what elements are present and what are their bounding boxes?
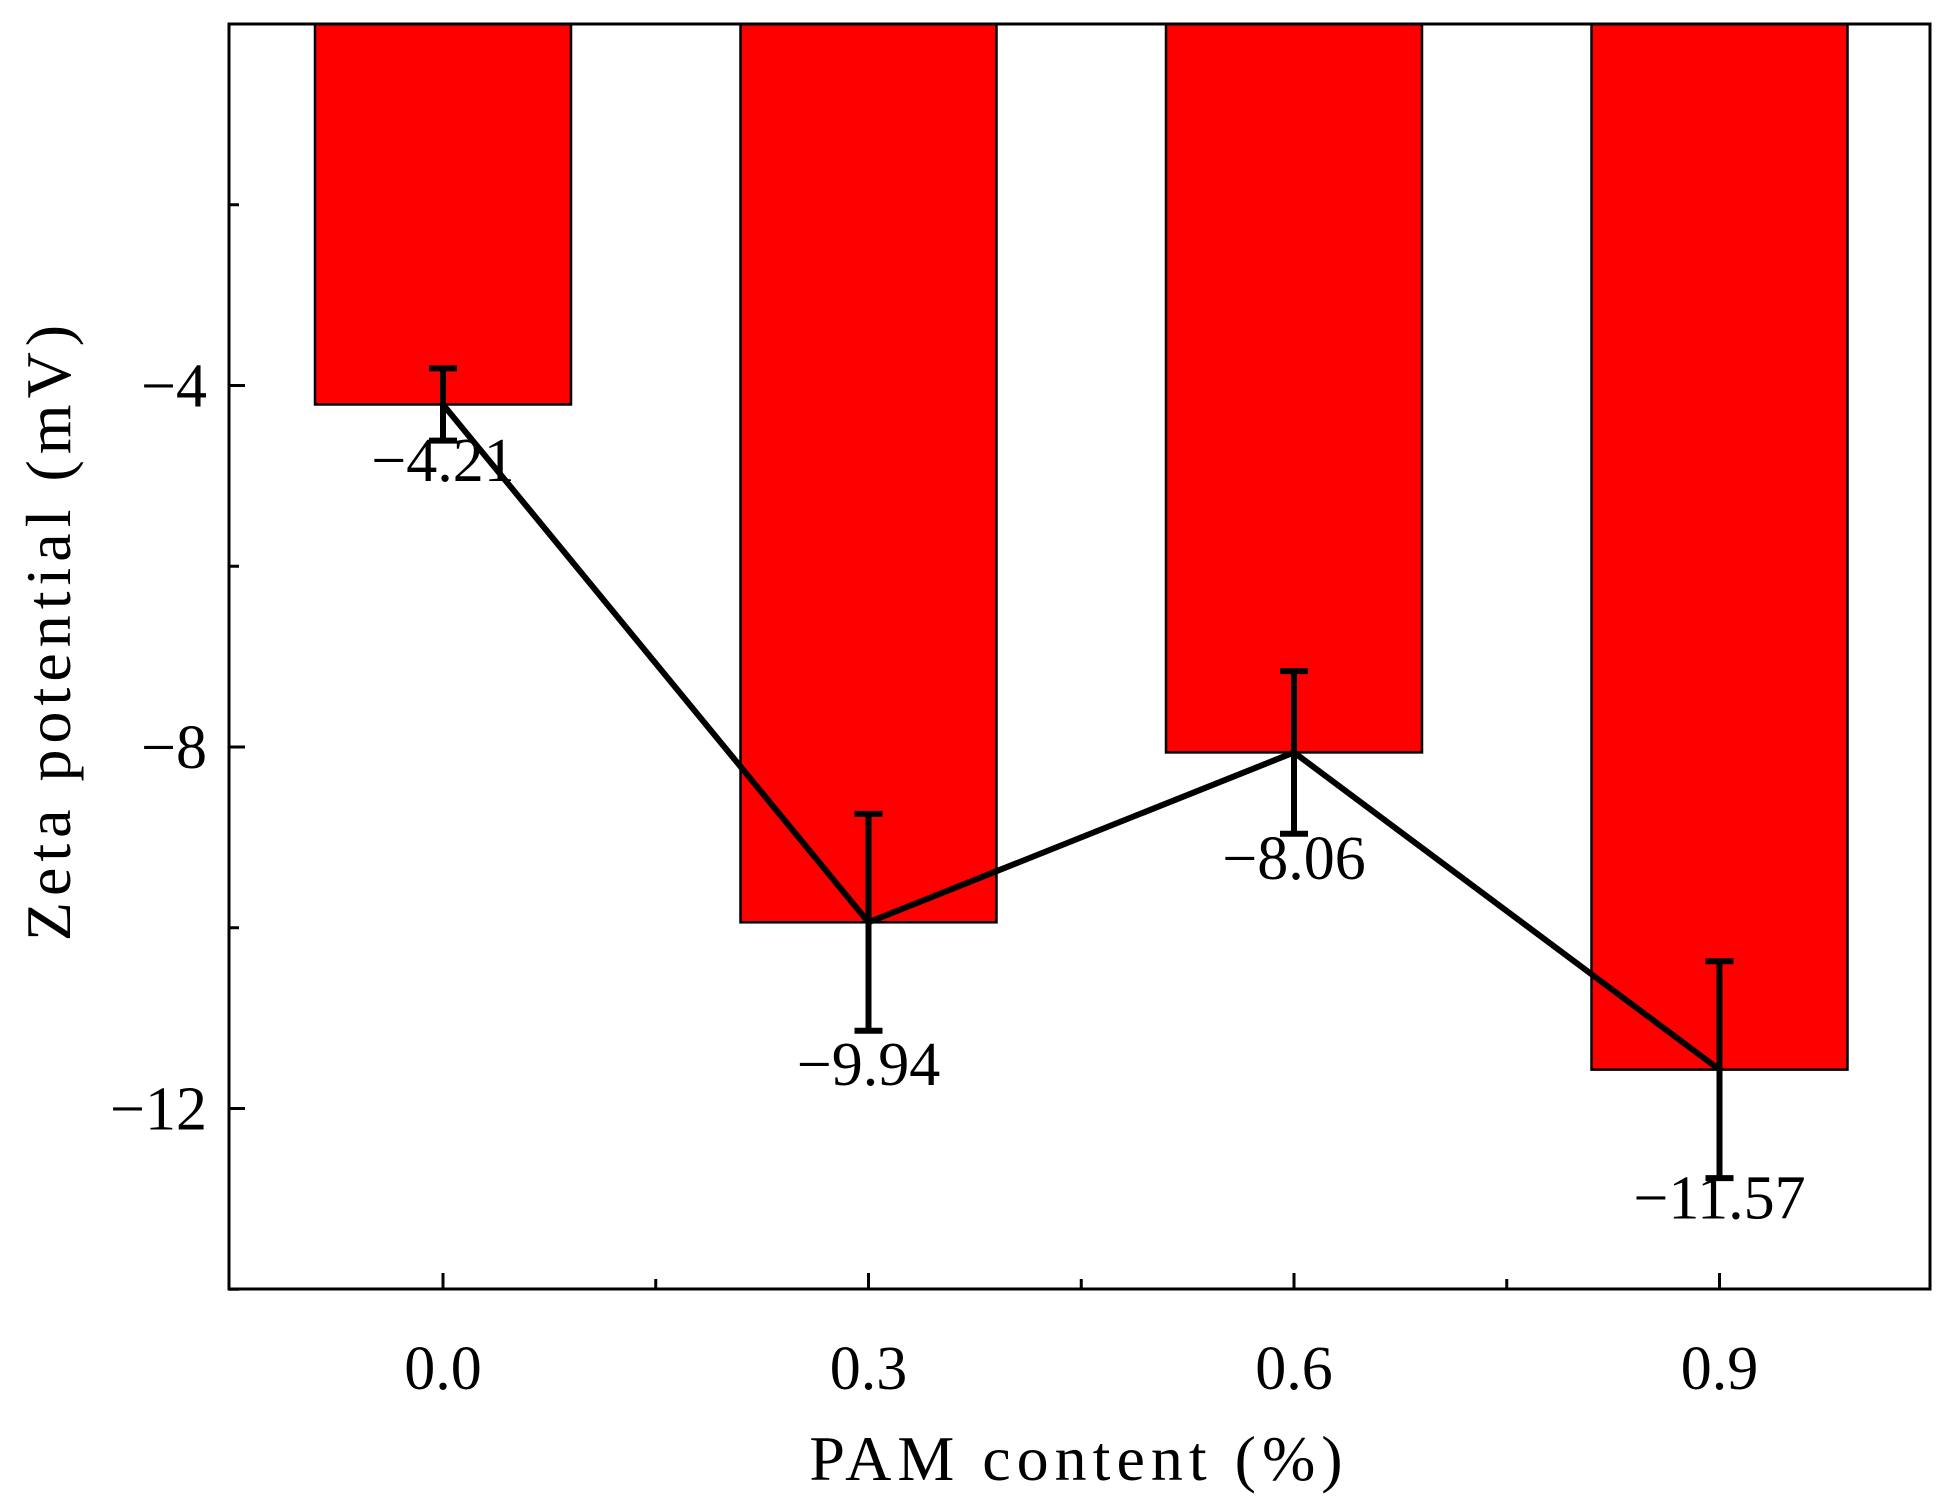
plot-frame bbox=[227, 22, 1932, 1291]
data-label-0.9: −11.57 bbox=[1633, 1165, 1805, 1233]
y-tick-label: −4 bbox=[141, 353, 207, 421]
error-bars-group bbox=[429, 365, 1734, 1182]
bar-0.9 bbox=[1590, 22, 1849, 1071]
x-tick-label: 0.0 bbox=[404, 1335, 482, 1403]
y-tick-label: −12 bbox=[110, 1076, 207, 1144]
x-axis-title: PAM content (%) bbox=[809, 1423, 1348, 1494]
y-tick-label: −8 bbox=[141, 714, 207, 782]
x-tick-label: 0.3 bbox=[830, 1335, 908, 1403]
data-label-0.3: −9.94 bbox=[797, 1031, 940, 1099]
bar-0.6 bbox=[1164, 22, 1424, 754]
x-axis-ticks: 0.0 0.3 0.6 0.9 bbox=[404, 1273, 1758, 1403]
bar-0.0 bbox=[313, 22, 573, 406]
bars-group bbox=[313, 22, 1849, 1071]
y-axis-ticks: −4 −8 −12 bbox=[110, 203, 245, 1291]
trend-line bbox=[440, 402, 1722, 1073]
x-tick-label: 0.6 bbox=[1255, 1335, 1333, 1403]
bar-0.3 bbox=[739, 22, 998, 924]
y-axis-title: Zeta potential (mV) bbox=[13, 319, 84, 941]
x-tick-label: 0.9 bbox=[1681, 1335, 1759, 1403]
data-labels-group: −4.21 −9.94 −8.06 −11.57 bbox=[371, 427, 1805, 1232]
data-label-0.0: −4.21 bbox=[371, 427, 514, 495]
data-label-0.6: −8.06 bbox=[1222, 825, 1365, 893]
trend-line-group bbox=[440, 402, 1722, 1073]
